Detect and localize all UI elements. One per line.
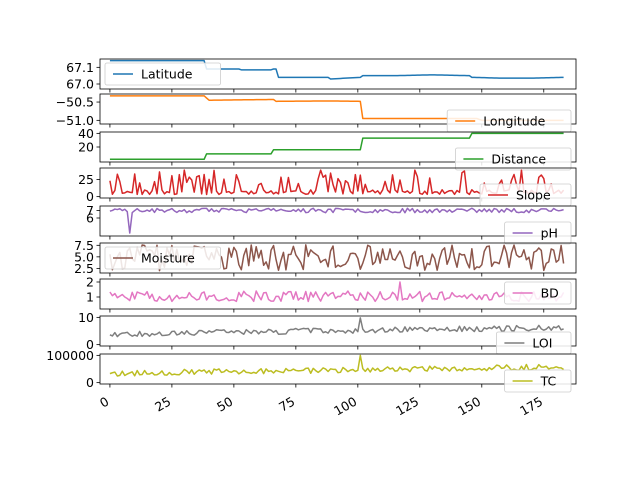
subplot-slope: 0 25 Slope — [78, 167, 577, 207]
y-tick-label: 40 — [78, 126, 94, 141]
subplot-bd: 12 BD — [86, 275, 577, 313]
x-tick-label: 0 — [97, 394, 111, 411]
legend-label: Longitude — [483, 114, 545, 129]
y-tick-label: 25 — [78, 172, 94, 187]
axes-frame — [99, 205, 577, 237]
y-tick-label: 0 — [86, 189, 94, 204]
legend-label: Distance — [491, 152, 546, 167]
axes-frame — [99, 58, 577, 90]
subplot-moisture: 2.55.07.5 Moisture — [74, 238, 577, 277]
legend-moisture: Moisture — [104, 246, 221, 270]
y-tick-label: −51.0 — [56, 113, 94, 128]
x-tick-label: 50 — [214, 394, 235, 415]
legend-box — [454, 147, 572, 171]
legend-label: LOI — [532, 336, 552, 351]
x-tick-label: 75 — [276, 394, 297, 415]
subplot-loi: 0 10 LOI — [78, 310, 577, 355]
x-tick-label: 100 — [331, 394, 359, 419]
subplot-latitude: 67.0 67.1 Latitude — [66, 58, 577, 93]
x-tick-label: 25 — [152, 394, 173, 415]
y-tick-label: 100000 — [46, 348, 94, 363]
series-line-bd — [109, 281, 565, 303]
legend-bd: BD — [504, 281, 572, 305]
legend-longitude: Longitude — [446, 109, 572, 133]
legend-ph: pH — [504, 221, 572, 245]
series-line-ph — [109, 207, 564, 234]
legend-label: BD — [541, 286, 559, 301]
legend-label: Latitude — [141, 67, 193, 82]
legend-box — [104, 62, 221, 86]
y-tick-label: 2 — [86, 275, 94, 290]
legend-latitude: Latitude — [104, 62, 221, 86]
y-tick-label: 67.0 — [66, 77, 94, 92]
legend-box — [504, 369, 572, 393]
series-line-latitude — [109, 59, 564, 80]
legend-box — [104, 246, 221, 270]
axes-frame — [99, 167, 577, 199]
legend-tc: TC — [504, 369, 572, 393]
y-tick-label: 7.5 — [74, 238, 94, 253]
subplot-tc: 0 100000 TC — [46, 348, 577, 393]
legend-label: TC — [540, 374, 557, 389]
legend-label: pH — [541, 226, 558, 241]
y-tick-label: 2.5 — [74, 261, 94, 276]
y-tick-label: 1 — [86, 290, 94, 305]
subplot-ph: 67 pH — [86, 203, 577, 245]
series-line-tc — [109, 354, 565, 377]
y-tick-label: 5.0 — [74, 249, 94, 264]
legend-label: Slope — [516, 188, 551, 203]
x-tick-label: 150 — [455, 394, 483, 419]
y-tick-label: −50.5 — [56, 95, 94, 110]
series-line-distance — [109, 132, 564, 161]
y-tick-label: 10 — [78, 310, 94, 325]
y-tick-label: 67.1 — [66, 60, 94, 75]
x-tick-label: 125 — [393, 394, 421, 419]
x-tick-label: 175 — [517, 394, 545, 419]
legend-box — [504, 221, 572, 245]
axes-frame — [99, 278, 577, 310]
axes-frame — [99, 315, 577, 347]
axes-frame — [99, 242, 577, 274]
y-tick-label: 0 — [86, 337, 94, 352]
legend-loi: LOI — [495, 331, 572, 355]
legend-distance: Distance — [454, 147, 572, 171]
y-tick-label: 7 — [86, 203, 94, 218]
y-tick-label: 20 — [78, 140, 94, 155]
legend-slope: Slope — [479, 183, 572, 207]
subplot-longitude: −50.5 −51.0 Longitude — [56, 93, 577, 133]
legend-label: Moisture — [141, 251, 195, 266]
legend-box — [504, 281, 572, 305]
axes-frame — [99, 353, 577, 385]
series-line-loi — [109, 317, 564, 338]
y-tick-label: 0 — [86, 375, 94, 390]
axes-frame — [99, 93, 577, 125]
y-tick-label: 6 — [86, 211, 94, 226]
